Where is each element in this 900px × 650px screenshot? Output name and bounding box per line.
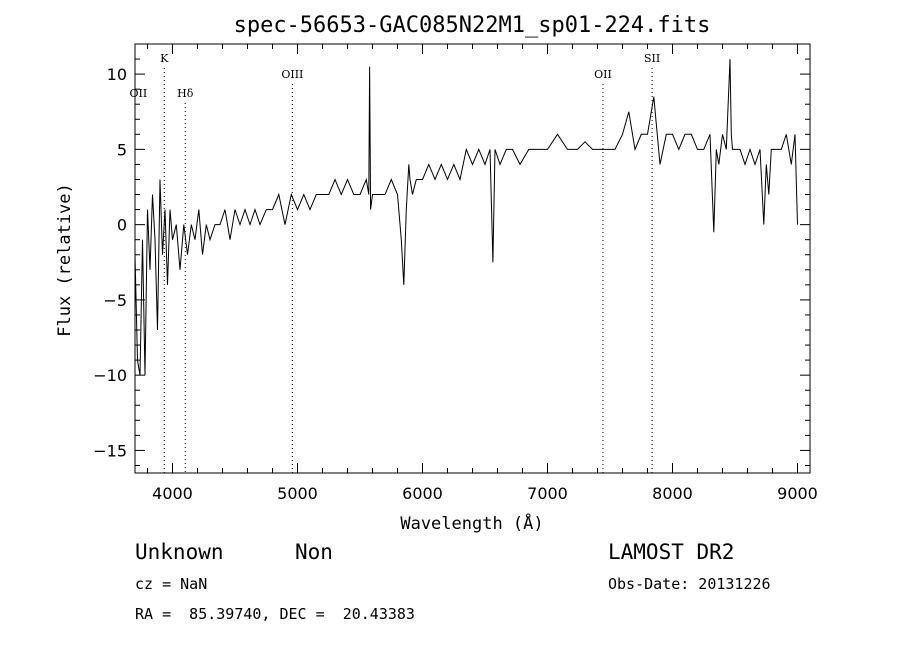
- x-tick-label: 7000: [527, 484, 568, 503]
- cz-value: cz = NaN: [135, 575, 208, 593]
- x-tick-label: 8000: [652, 484, 693, 503]
- y-tick-label: 10: [107, 65, 127, 84]
- spectrum-chart: spec-56653-GAC085N22M1_sp01-224.fits 400…: [55, 13, 818, 534]
- survey-label: LAMOST DR2: [608, 540, 735, 564]
- plot-frame: [134, 43, 811, 474]
- flux-line: [134, 59, 798, 376]
- x-tick-label: 4000: [152, 484, 193, 503]
- y-axis-label: Flux (relative): [55, 183, 75, 337]
- plot-axes: 4000 5000 6000 7000 8000 9000 −15 −10 −5 0 5 10: [93, 43, 818, 503]
- y-tick-label: 0: [117, 216, 127, 235]
- coordinates: RA = 85.39740, DEC = 20.43383: [135, 605, 415, 623]
- spectral-class-label: Unknown: [135, 540, 224, 564]
- x-tick-label: 5000: [277, 484, 318, 503]
- spectral-subclass-label: Non: [295, 540, 333, 564]
- spectral-line-markers: OII K Hδ OIII OII SII: [130, 52, 660, 473]
- spectral-line-label: SII: [644, 52, 660, 65]
- obs-date: Obs-Date: 20131226: [608, 575, 771, 593]
- spectral-line-label: Hδ: [177, 87, 194, 100]
- y-tick-label: −10: [93, 366, 127, 385]
- x-axis-label: Wavelength (Å): [400, 512, 543, 534]
- y-tick-label: −15: [93, 441, 127, 460]
- chart-title: spec-56653-GAC085N22M1_sp01-224.fits: [234, 13, 711, 38]
- spectral-line-label: OII: [130, 87, 148, 100]
- x-tick-label: 9000: [777, 484, 818, 503]
- y-tick-label: 5: [117, 140, 127, 159]
- x-tick-label: 6000: [402, 484, 443, 503]
- spectral-line-label: K: [160, 52, 169, 65]
- spectral-line-label: OII: [594, 68, 612, 81]
- spectral-line-label: OIII: [281, 68, 303, 81]
- y-tick-label: −5: [103, 291, 127, 310]
- flux-series: [134, 59, 798, 376]
